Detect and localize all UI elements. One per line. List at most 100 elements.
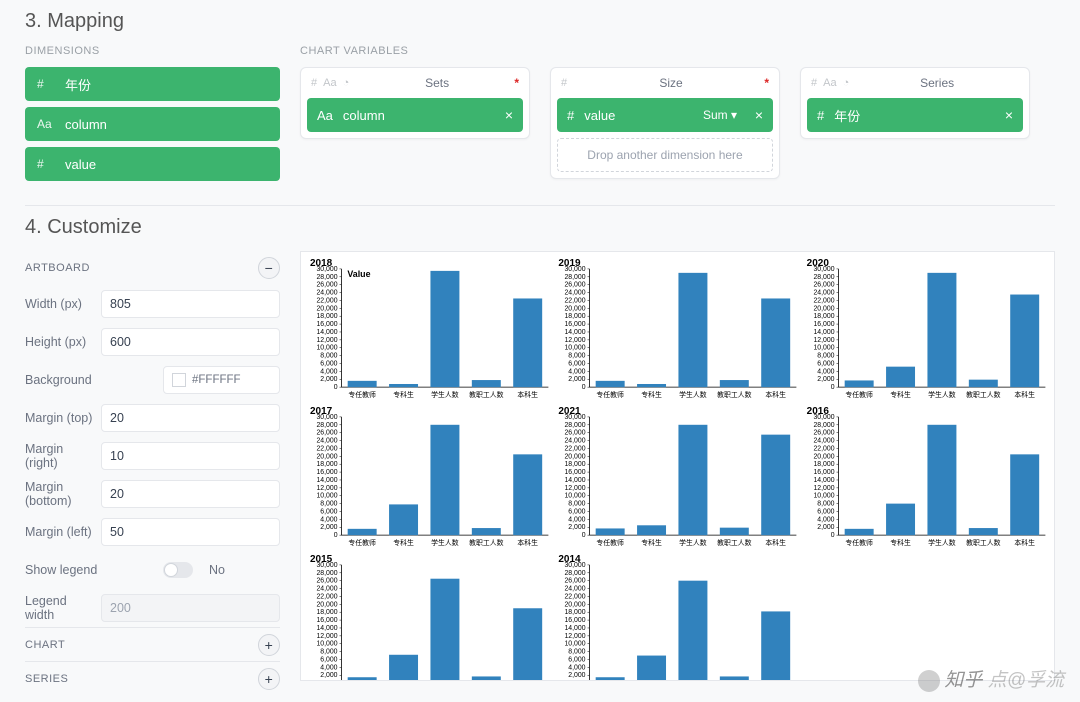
legend_width-input[interactable] bbox=[101, 594, 280, 622]
svg-text:20,000: 20,000 bbox=[316, 305, 337, 312]
svg-text:Value: Value bbox=[347, 269, 370, 279]
svg-text:6,000: 6,000 bbox=[320, 656, 337, 663]
margin_right-input[interactable] bbox=[101, 442, 280, 470]
svg-text:20,000: 20,000 bbox=[565, 453, 586, 460]
svg-text:14,000: 14,000 bbox=[565, 329, 586, 336]
svg-text:18,000: 18,000 bbox=[565, 461, 586, 468]
customize-section: 4. Customize bbox=[0, 206, 1080, 239]
margin_bottom-input[interactable] bbox=[101, 480, 280, 508]
chart-accordion-head[interactable]: CHART + bbox=[25, 627, 280, 661]
series-accordion-head[interactable]: SERIES + bbox=[25, 661, 280, 695]
svg-text:2,000: 2,000 bbox=[320, 376, 337, 383]
svg-text:20,000: 20,000 bbox=[316, 601, 337, 608]
svg-text:4,000: 4,000 bbox=[817, 368, 834, 375]
width-input[interactable] bbox=[101, 290, 280, 318]
chart-variables-label: CHART VARIABLES bbox=[300, 45, 530, 57]
svg-text:12,000: 12,000 bbox=[316, 485, 337, 492]
form-row-margin-top: Margin (top) bbox=[25, 399, 280, 437]
svg-text:18,000: 18,000 bbox=[565, 609, 586, 616]
svg-text:22,000: 22,000 bbox=[565, 297, 586, 304]
svg-text:24,000: 24,000 bbox=[565, 290, 586, 297]
type-hint-text: Aa bbox=[823, 77, 836, 89]
svg-text:6,000: 6,000 bbox=[817, 508, 834, 515]
field-label: Width (px) bbox=[25, 297, 93, 311]
dimension-label: column bbox=[65, 117, 107, 132]
svg-text:10,000: 10,000 bbox=[565, 345, 586, 352]
svg-text:12,000: 12,000 bbox=[565, 337, 586, 344]
svg-text:本科生: 本科生 bbox=[1014, 390, 1035, 399]
svg-text:22,000: 22,000 bbox=[813, 445, 834, 452]
svg-text:26,000: 26,000 bbox=[565, 430, 586, 437]
remove-chip-icon[interactable]: × bbox=[505, 107, 513, 123]
svg-text:10,000: 10,000 bbox=[813, 345, 834, 352]
chart-variables-column: CHART VARIABLES # Aa ◔ Sets * Aa column … bbox=[300, 45, 1055, 187]
svg-text:26,000: 26,000 bbox=[316, 430, 337, 437]
form-row-show-legend: Show legend No bbox=[25, 551, 280, 589]
collapse-icon[interactable]: − bbox=[258, 257, 280, 279]
dimension-pill[interactable]: #年份 bbox=[25, 67, 280, 101]
variable-chip-size[interactable]: # value Sum ▾ × bbox=[557, 98, 773, 132]
mini-chart-title: 2018 bbox=[310, 258, 332, 269]
artboard-label: ARTBOARD bbox=[25, 262, 90, 274]
field-label: Show legend bbox=[25, 563, 155, 577]
aggregation-dropdown[interactable]: Sum ▾ bbox=[703, 108, 737, 122]
svg-text:24,000: 24,000 bbox=[316, 290, 337, 297]
chip-label: value bbox=[584, 108, 615, 123]
svg-text:本科生: 本科生 bbox=[766, 538, 787, 547]
expand-icon[interactable]: + bbox=[258, 634, 280, 656]
margin_left-input[interactable] bbox=[101, 518, 280, 546]
mini-chart-title: 2017 bbox=[310, 406, 332, 417]
svg-text:2,000: 2,000 bbox=[817, 376, 834, 383]
svg-text:22,000: 22,000 bbox=[316, 593, 337, 600]
svg-text:学生人数: 学生人数 bbox=[431, 538, 459, 547]
height-input[interactable] bbox=[101, 328, 280, 356]
svg-text:0: 0 bbox=[582, 532, 586, 539]
svg-text:本科生: 本科生 bbox=[1014, 538, 1035, 547]
variable-card-series: # Aa ◔ Series # 年份 × bbox=[800, 67, 1030, 139]
dimensions-label: DIMENSIONS bbox=[25, 45, 280, 57]
svg-text:8,000: 8,000 bbox=[569, 501, 586, 508]
variable-chip-series[interactable]: # 年份 × bbox=[807, 98, 1023, 132]
svg-text:10,000: 10,000 bbox=[316, 641, 337, 648]
dropzone[interactable]: Drop another dimension here bbox=[557, 138, 773, 172]
expand-icon[interactable]: + bbox=[258, 668, 280, 690]
remove-chip-icon[interactable]: × bbox=[755, 107, 763, 123]
mini-chart: 201902,0004,0006,0008,00010,00012,00014,… bbox=[553, 256, 801, 404]
svg-text:8,000: 8,000 bbox=[817, 501, 834, 508]
chart-label: CHART bbox=[25, 639, 65, 651]
toggle-show-legend[interactable] bbox=[163, 562, 193, 578]
svg-text:10,000: 10,000 bbox=[813, 493, 834, 500]
remove-chip-icon[interactable]: × bbox=[1005, 107, 1013, 123]
svg-text:20,000: 20,000 bbox=[316, 453, 337, 460]
artboard-accordion-head[interactable]: ARTBOARD − bbox=[25, 251, 280, 285]
svg-text:0: 0 bbox=[334, 680, 338, 681]
svg-text:16,000: 16,000 bbox=[565, 321, 586, 328]
required-star: * bbox=[764, 76, 769, 90]
svg-text:专科生: 专科生 bbox=[393, 390, 414, 399]
dimension-pill[interactable]: #value bbox=[25, 147, 280, 181]
field-label: Legend width bbox=[25, 594, 93, 622]
svg-text:专任教师: 专任教师 bbox=[845, 538, 873, 547]
dimension-type: # bbox=[37, 77, 55, 91]
color-input[interactable]: #FFFFFF bbox=[163, 366, 280, 394]
svg-text:26,000: 26,000 bbox=[813, 430, 834, 437]
field-label: Margin (bottom) bbox=[25, 480, 93, 508]
color-swatch bbox=[172, 373, 186, 387]
svg-text:28,000: 28,000 bbox=[565, 274, 586, 281]
chip-type: # bbox=[817, 108, 824, 123]
svg-text:20,000: 20,000 bbox=[813, 453, 834, 460]
dimensions-column: DIMENSIONS #年份 Aacolumn #value bbox=[25, 45, 280, 187]
svg-text:12,000: 12,000 bbox=[813, 337, 834, 344]
svg-text:6,000: 6,000 bbox=[569, 508, 586, 515]
svg-text:22,000: 22,000 bbox=[565, 593, 586, 600]
svg-text:14,000: 14,000 bbox=[316, 625, 337, 632]
margin_top-input[interactable] bbox=[101, 404, 280, 432]
variable-chip-sets[interactable]: Aa column × bbox=[307, 98, 523, 132]
dimension-pill[interactable]: Aacolumn bbox=[25, 107, 280, 141]
svg-text:专任教师: 专任教师 bbox=[348, 390, 376, 399]
svg-text:28,000: 28,000 bbox=[565, 570, 586, 577]
svg-text:教职工人数: 教职工人数 bbox=[717, 390, 752, 399]
svg-text:2,000: 2,000 bbox=[320, 524, 337, 531]
svg-text:28,000: 28,000 bbox=[565, 422, 586, 429]
mini-chart: 201802,0004,0006,0008,00010,00012,00014,… bbox=[305, 256, 553, 404]
